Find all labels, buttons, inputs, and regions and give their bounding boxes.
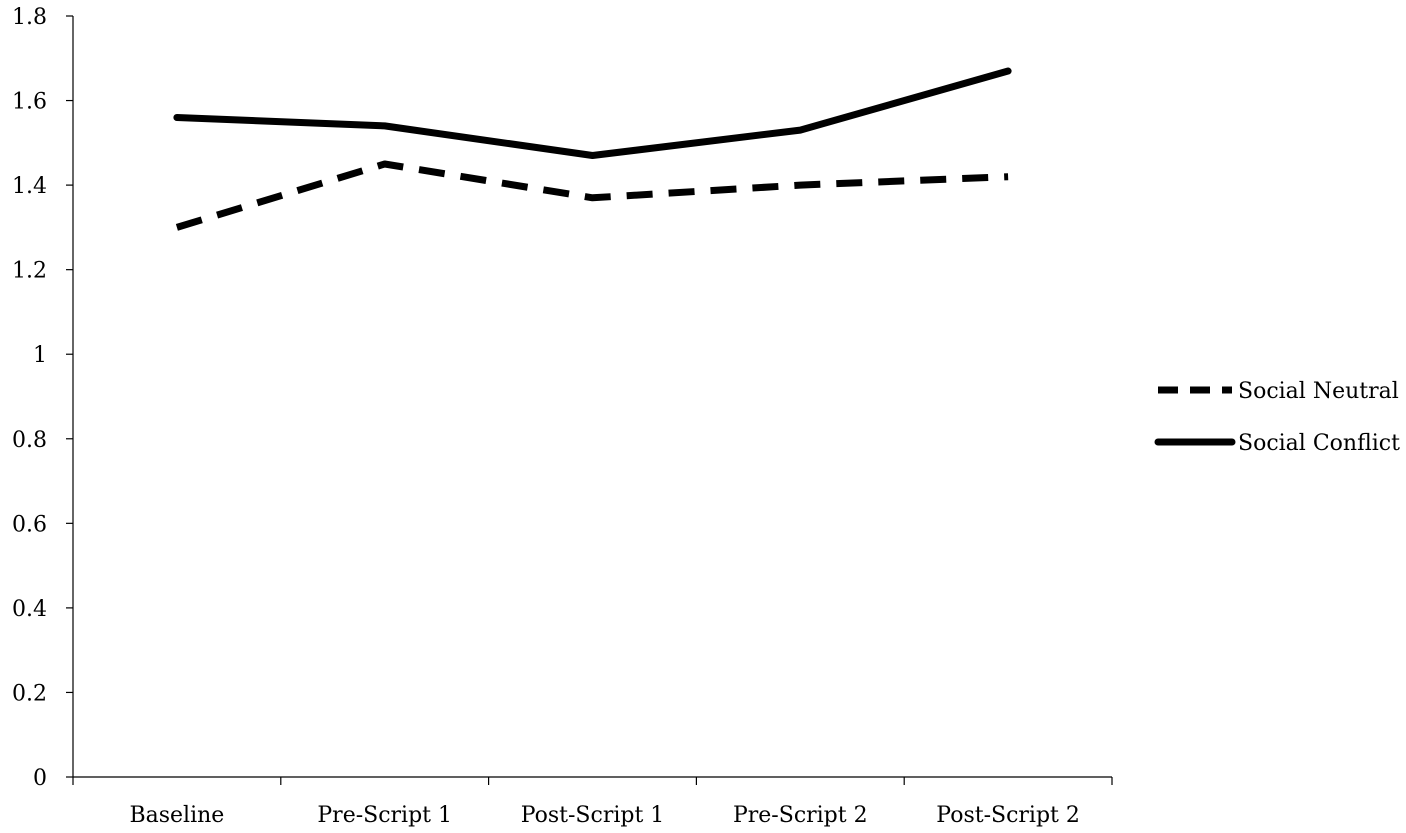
x-tick-label-post-script-1: Post-Script 1 [521,803,665,828]
y-tick-label: 1 [33,343,47,368]
y-tick-label: 0.6 [12,512,47,537]
series-line-social-neutral [175,160,1009,231]
y-tick-label: 0.4 [12,597,47,622]
x-ticks: Baseline Pre-Script 1 Post-Script 1 Pre-Scr… [72,777,1113,828]
x-tick-label-post-script-2: Post-Script 2 [936,803,1080,828]
y-tick-label: 1.2 [12,259,47,284]
y-tick-label: 1.6 [12,90,47,115]
legend-label-social-neutral: Social Neutral [1238,379,1399,404]
x-tick-label-baseline: Baseline [129,803,224,828]
y-ticks: 0 0.2 0.4 0.6 0.8 1 1.2 1.4 1.6 1.8 [12,5,73,791]
y-tick-label: 0 [33,766,47,791]
series-line-social-conflict [173,67,1012,159]
y-tick-label: 1.4 [12,174,47,199]
x-tick-label-pre-script-2: Pre-Script 2 [733,803,868,828]
series-lines [173,67,1012,231]
y-tick-label: 0.8 [12,428,47,453]
y-tick-label: 0.2 [12,681,47,706]
y-tick-label: 1.8 [12,5,47,30]
x-tick-label-pre-script-1: Pre-Script 1 [317,803,452,828]
legend-label-social-conflict: Social Conflict [1238,431,1400,456]
axes [72,16,1112,778]
legend: Social Neutral Social Conflict [1154,379,1400,456]
